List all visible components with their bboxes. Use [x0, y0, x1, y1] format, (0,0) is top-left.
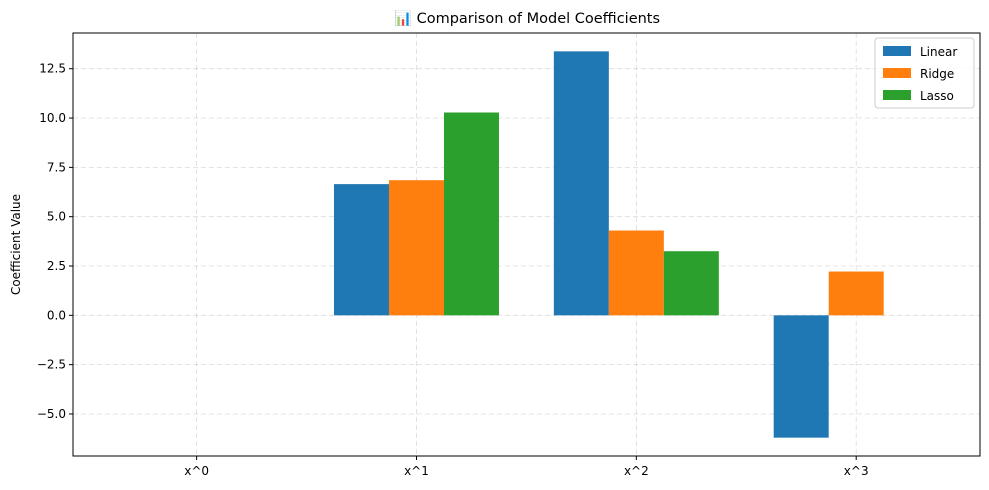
bar-linear-x2: [553, 51, 609, 316]
y-tick-label: −5.0: [37, 407, 66, 421]
plot-frame: [72, 32, 981, 457]
y-tick-label: 5.0: [47, 210, 66, 224]
bars: [333, 51, 884, 438]
legend-label: Ridge: [920, 67, 954, 81]
legend-swatch: [883, 46, 911, 56]
x-tick-label: x^3: [844, 464, 869, 478]
legend-label: Linear: [920, 45, 957, 59]
legend-label: Lasso: [920, 89, 954, 103]
y-tick-label: 10.0: [39, 111, 66, 125]
legend-swatch: [883, 90, 911, 100]
y-tick-label: −2.5: [37, 358, 66, 372]
y-tick-label: 0.0: [47, 308, 66, 322]
bar-linear-x3: [773, 315, 829, 438]
y-tick-label: 2.5: [47, 259, 66, 273]
bar-lasso-x1: [443, 112, 499, 316]
chart-title: 📊 Comparison of Model Coefficients: [394, 9, 660, 27]
legend-swatch: [883, 68, 911, 78]
x-tick-label: x^2: [624, 464, 649, 478]
legend: Linear Ridge Lasso: [874, 37, 975, 109]
bar-ridge-x3: [828, 271, 884, 316]
y-tick-label: 7.5: [47, 160, 66, 174]
x-axis: x^0 x^1 x^2 x^3: [184, 456, 869, 478]
x-tick-label: x^0: [184, 464, 209, 478]
y-tick-label: 12.5: [39, 62, 66, 76]
bar-linear-x1: [333, 184, 389, 316]
bar-ridge-x2: [608, 230, 664, 316]
grid-lines: [73, 33, 980, 456]
bar-lasso-x2: [663, 251, 719, 316]
y-axis-label: Coefficient Value: [9, 194, 23, 295]
y-axis: −5.0 −2.5 0.0 2.5 5.0 7.5 10.0 12.5: [37, 62, 73, 421]
x-tick-label: x^1: [404, 464, 429, 478]
bar-ridge-x1: [388, 180, 444, 316]
